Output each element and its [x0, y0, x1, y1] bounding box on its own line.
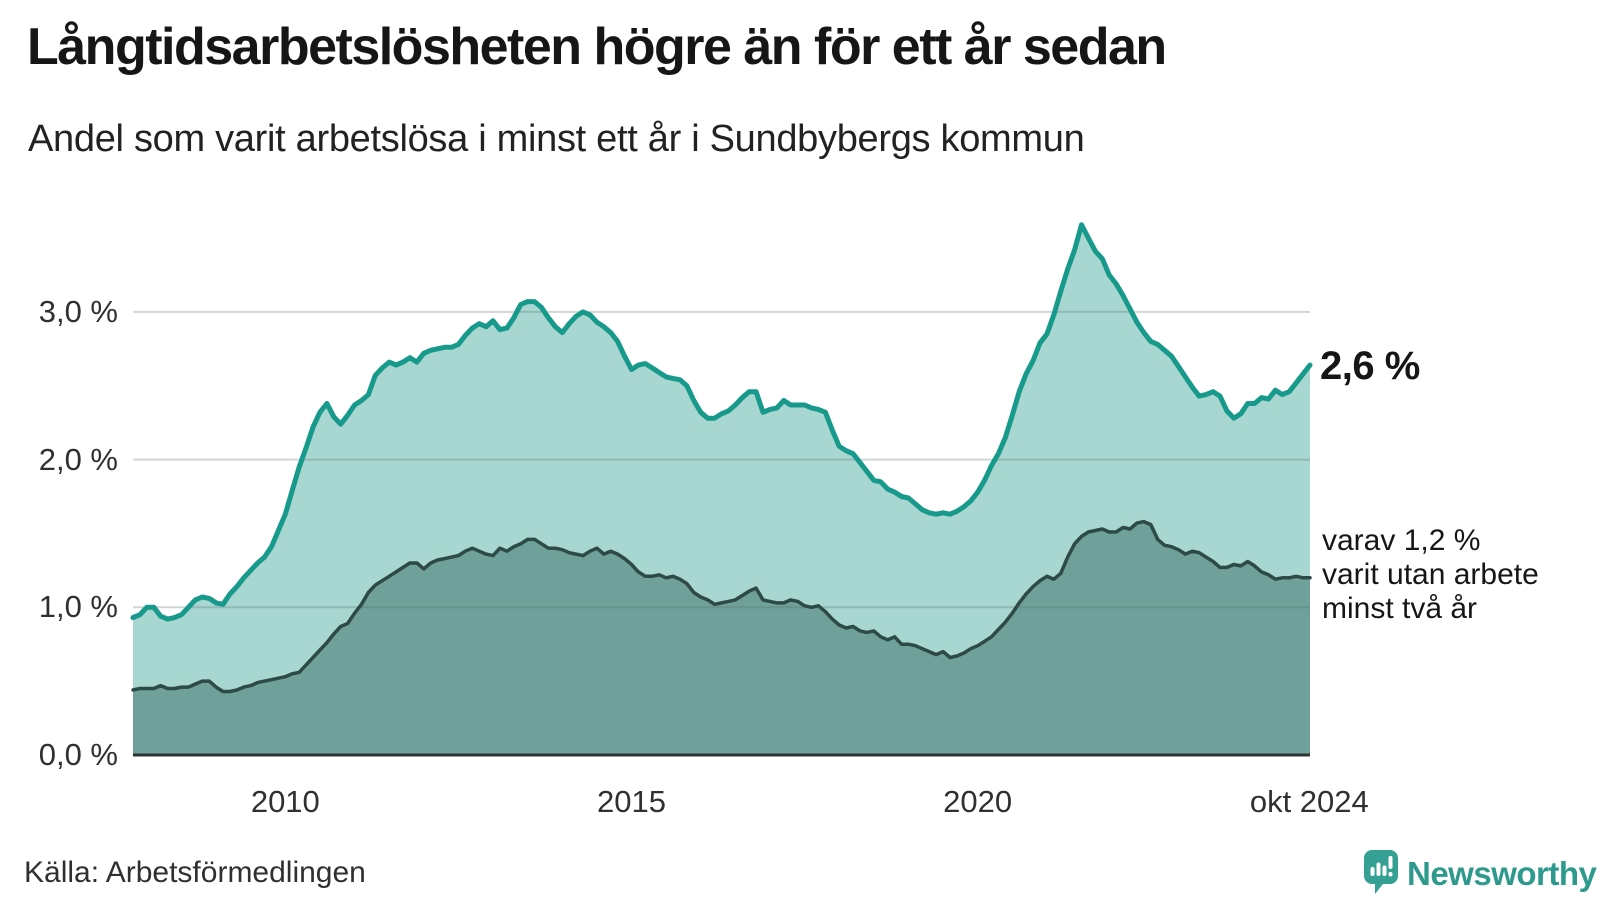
page-title: Långtidsarbetslösheten högre än för ett …: [27, 18, 1167, 76]
latest-value-label: 2,6 %: [1320, 344, 1420, 388]
x-axis-label: 2015: [597, 784, 666, 819]
chart-subtitle: Andel som varit arbetslösa i minst ett å…: [28, 118, 1085, 160]
newsworthy-wordmark: Newsworthy: [1407, 855, 1597, 892]
x-axis-label: 2010: [250, 784, 320, 819]
x-axis-label: okt 2024: [1249, 784, 1369, 819]
y-axis-label: 2,0 %: [38, 441, 118, 477]
y-axis-label: 1,0 %: [38, 589, 118, 625]
series-line: [131, 519, 1312, 694]
source-label: Källa: Arbetsförmedlingen: [24, 856, 366, 889]
area-fill: [133, 521, 1310, 755]
newsworthy-icon: [1364, 850, 1398, 894]
series-line: [130, 222, 1313, 622]
newsworthy-logo: Newsworthy: [1364, 850, 1597, 900]
x-axis-label: 2020: [943, 784, 1013, 819]
y-axis-label: 0,0 %: [38, 737, 118, 772]
y-axis-label: 3,0 %: [38, 293, 118, 329]
secondary-series-annotation: varav 1,2 % varit utan arbete minst två …: [1322, 524, 1539, 625]
